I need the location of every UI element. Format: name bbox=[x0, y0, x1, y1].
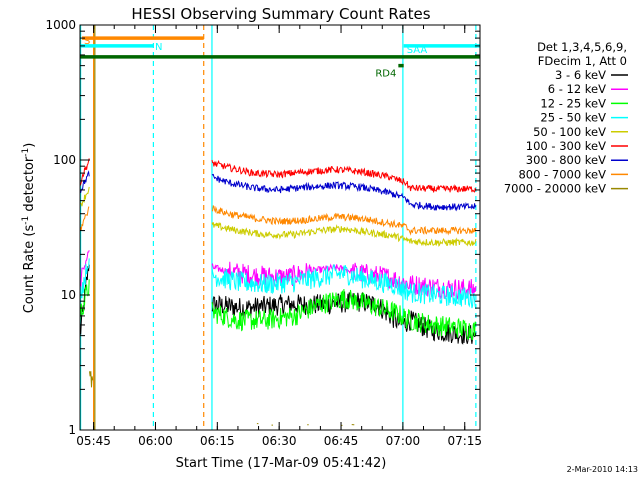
series-8-a bbox=[89, 371, 94, 388]
series-7-a bbox=[79, 206, 90, 231]
series-8-b bbox=[256, 423, 355, 426]
y-tick-label-3: 1000 bbox=[45, 18, 76, 32]
x-tick-label-4: 06:45 bbox=[324, 434, 359, 448]
y-tick-label-2: 100 bbox=[53, 153, 76, 167]
y-axis: 1 10 100 1000 bbox=[45, 18, 480, 437]
plot-frame bbox=[79, 24, 481, 431]
series-7-b bbox=[211, 204, 477, 236]
x-tick-label-2: 06:15 bbox=[200, 434, 235, 448]
chart-title: HESSI Observing Summary Count Rates bbox=[131, 5, 430, 23]
legend-label-5: 100 - 300 keV bbox=[526, 139, 606, 153]
legend-label-0: 3 - 6 keV bbox=[555, 68, 606, 82]
series-1-a bbox=[79, 250, 90, 292]
legend-label-2: 12 - 25 keV bbox=[540, 96, 606, 110]
x-tick-label-0: 05:45 bbox=[76, 434, 111, 448]
plot-content: S N RD4 SAA bbox=[79, 25, 480, 430]
x-axis-title: Start Time (17-Mar-09 05:41:42) bbox=[176, 456, 387, 471]
x-axis: 05:45 06:00 06:15 06:30 06:45 07:00 07:15 bbox=[76, 25, 482, 448]
x-tick-label-3: 06:30 bbox=[262, 434, 297, 448]
series-4-a bbox=[79, 186, 90, 207]
x-tick-label-6: 07:15 bbox=[447, 434, 482, 448]
legend-header-1: FDecim 1, Att 0 bbox=[538, 54, 627, 68]
series-6-b bbox=[211, 173, 477, 212]
flag-label-4: SAA bbox=[407, 45, 428, 56]
flag-label-1: N bbox=[155, 42, 162, 53]
legend-label-4: 50 - 100 keV bbox=[533, 125, 606, 139]
legend-label-8: 7000 - 20000 keV bbox=[504, 182, 606, 196]
series-4-b bbox=[211, 221, 477, 247]
flag-label-3: RD4 bbox=[375, 69, 396, 80]
series-3-b bbox=[211, 264, 477, 309]
series-5-b bbox=[211, 159, 477, 193]
x-tick-label-1: 06:00 bbox=[138, 434, 173, 448]
y-axis-title: Count Rate (s-1 detector-1) bbox=[21, 143, 37, 314]
legend-label-6: 300 - 800 keV bbox=[526, 153, 606, 167]
legend-label-1: 6 - 12 keV bbox=[548, 82, 606, 96]
y-tick-label-0: 1 bbox=[68, 423, 76, 437]
flag-label-0: S bbox=[84, 36, 90, 47]
legend-label-3: 25 - 50 keV bbox=[540, 111, 606, 125]
y-tick-label-1: 10 bbox=[61, 288, 76, 302]
series-3-a bbox=[79, 258, 90, 305]
series-2-b bbox=[211, 288, 477, 341]
x-tick-label-5: 07:00 bbox=[386, 434, 421, 448]
legend-label-7: 800 - 7000 keV bbox=[518, 167, 606, 181]
series-0-a bbox=[79, 264, 90, 335]
legend: Det 1,3,4,5,6,9,FDecim 1, Att 03 - 6 keV… bbox=[504, 40, 628, 196]
legend-header-0: Det 1,3,4,5,6,9, bbox=[537, 40, 627, 54]
timestamp: 2-Mar-2010 14:13 bbox=[567, 465, 638, 474]
